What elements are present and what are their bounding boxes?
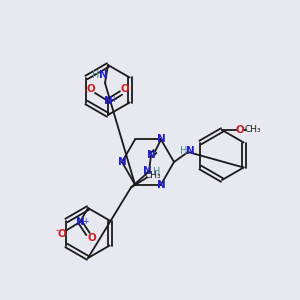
Text: N: N (142, 167, 152, 176)
Text: +: + (82, 217, 88, 226)
Text: O: O (58, 229, 66, 239)
Text: -: - (85, 88, 88, 97)
Text: N: N (118, 157, 126, 167)
Text: CH₃: CH₃ (245, 125, 261, 134)
Text: H: H (153, 167, 161, 178)
Text: +: + (110, 95, 116, 104)
Text: O: O (236, 125, 244, 135)
Text: N: N (186, 146, 194, 156)
Text: N: N (103, 96, 112, 106)
Text: N: N (76, 217, 84, 227)
Text: CH₃: CH₃ (145, 171, 161, 180)
Text: H: H (180, 146, 188, 156)
Text: -: - (56, 226, 58, 236)
Text: N: N (157, 179, 165, 190)
Text: H: H (92, 70, 100, 80)
Text: O: O (87, 84, 95, 94)
Text: O: O (88, 233, 96, 243)
Text: N: N (147, 151, 155, 160)
Text: O: O (121, 84, 129, 94)
Text: N: N (157, 134, 165, 145)
Text: N: N (99, 70, 107, 80)
